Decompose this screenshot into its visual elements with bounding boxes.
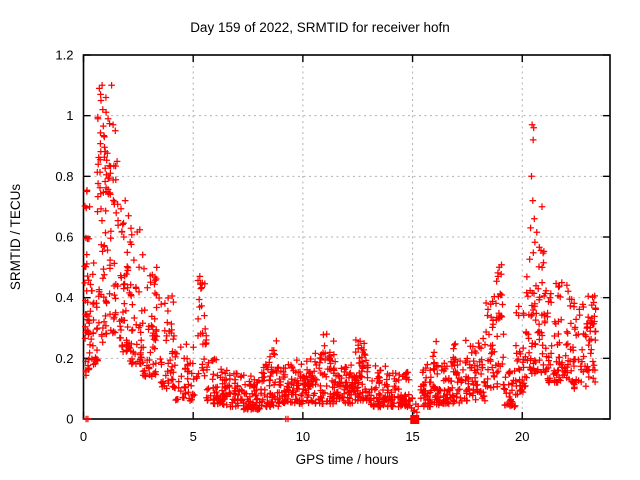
chart-title: Day 159 of 2022, SRMTID for receiver hof…: [190, 20, 450, 35]
y-tick-label: 1: [66, 108, 73, 123]
data-gap-square-marker: [410, 415, 420, 424]
y-tick-label: 0: [66, 412, 73, 427]
y-tick-label: 0.6: [55, 230, 73, 245]
x-tick-label: 5: [190, 429, 197, 444]
x-tick-label: 15: [405, 429, 419, 444]
grid-lines: [83, 54, 610, 419]
x-tick-label: 10: [296, 429, 310, 444]
scatter-points: [81, 82, 599, 423]
x-tick-label: 20: [515, 429, 529, 444]
x-axis-label: GPS time / hours: [296, 452, 399, 467]
x-tick-label: 0: [80, 429, 87, 444]
y-tick-label: 1.2: [55, 48, 73, 63]
y-tick-label: 0.8: [55, 169, 73, 184]
tick-labels: 0 5 10 15 20 0 0.2 0.4 0.6 0.8 1 1.2: [55, 48, 529, 445]
y-axis-label: SRMTID / TECUs: [8, 184, 23, 291]
y-tick-label: 0.4: [55, 290, 73, 305]
y-tick-label: 0.2: [55, 351, 73, 366]
